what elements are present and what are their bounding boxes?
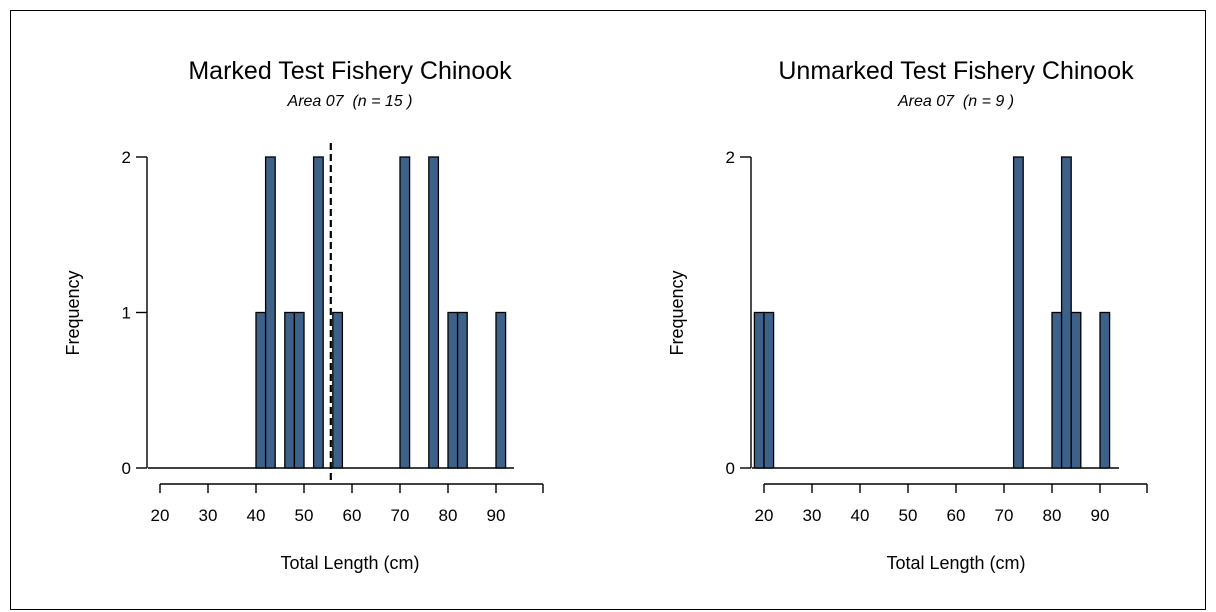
histogram-bar [428,156,440,469]
y-axis-label-unmarked: Frequency [667,270,687,355]
histogram-bar [293,311,305,469]
chart-title-marked: Marked Test Fishery Chinook [188,57,512,85]
x-axis-label-unmarked: Total Length (cm) [886,553,1025,573]
y-tick-label: 0 [726,459,735,478]
x-tick-label: 80 [1043,506,1062,525]
histogram-bar [753,311,765,469]
histogram-bar [255,311,267,469]
histogram-bar [495,311,507,469]
histogram-bar [284,311,296,469]
x-tick-label: 50 [295,506,314,525]
histogram-bar [1051,311,1063,469]
x-tick-label: 60 [343,506,362,525]
histogram-bar [447,311,459,469]
y-tick-label: 1 [122,304,131,323]
y-axis-label-marked: Frequency [63,270,83,355]
x-tick-label: 20 [755,506,774,525]
histogram-bar [456,311,468,469]
histogram-bar [264,156,276,469]
histogram-bar [312,156,324,469]
x-tick-label: 70 [995,506,1014,525]
x-tick-label: 90 [487,506,506,525]
x-tick-label: 70 [391,506,410,525]
x-axis-label-marked: Total Length (cm) [280,553,419,573]
x-tick-label: 20 [151,506,170,525]
x-tick-label: 40 [247,506,266,525]
chart-title-unmarked: Unmarked Test Fishery Chinook [778,57,1134,85]
figure-frame [10,10,1206,610]
x-tick-label: 40 [851,506,870,525]
x-tick-label: 30 [199,506,218,525]
histogram-bar [1060,156,1072,469]
y-tick-label: 0 [122,459,131,478]
y-tick-label: 2 [726,148,735,167]
histogram-bar [763,311,775,469]
histogram-bar [399,156,411,469]
y-tick-label: 2 [122,148,131,167]
chart-subtitle-unmarked: Area 07 (n = 9 ) [897,93,1014,110]
histogram-bar [1070,311,1082,469]
histogram-bar [332,311,344,469]
x-tick-label: 90 [1091,506,1110,525]
x-tick-label: 50 [899,506,918,525]
x-tick-label: 60 [947,506,966,525]
plot-area-marked: 0 1 2 20 30 40 50 60 70 80 90 [122,143,544,525]
plot-area-unmarked: 0 2 20 30 40 50 60 70 80 90 [726,148,1148,525]
histogram-bar [1012,156,1024,469]
x-tick-label: 30 [803,506,822,525]
histogram-bar [1099,311,1111,469]
chart-subtitle-marked: Area 07 (n = 15 ) [287,93,413,110]
x-tick-label: 80 [439,506,458,525]
